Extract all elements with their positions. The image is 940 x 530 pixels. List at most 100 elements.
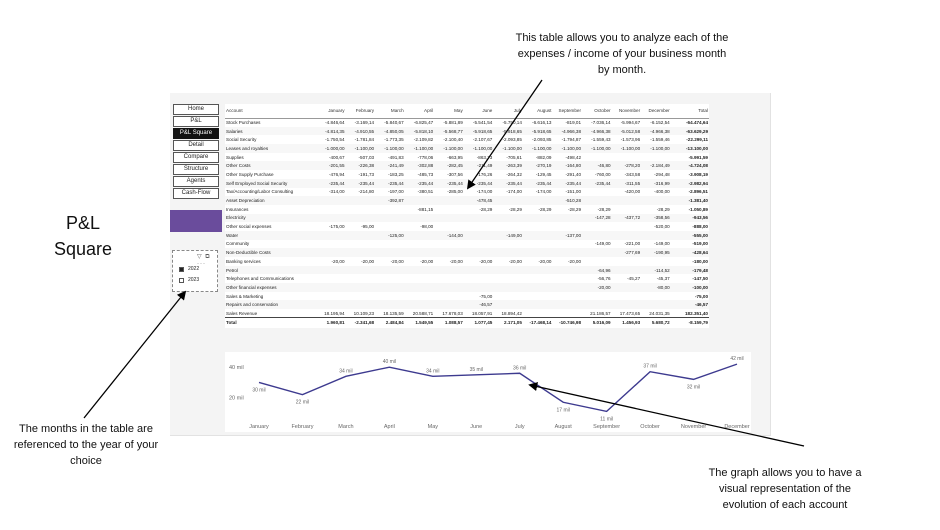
- value-cell: [552, 283, 583, 292]
- nav-button-agents[interactable]: Agents: [173, 176, 219, 187]
- value-cell: [404, 248, 435, 257]
- column-header[interactable]: September: [552, 104, 583, 119]
- value-cell: [346, 205, 376, 214]
- value-cell: -13.100,00: [670, 144, 709, 153]
- value-cell: -778,06: [417, 154, 434, 160]
- value-cell: -1.773,35: [384, 137, 404, 143]
- column-header[interactable]: Total: [670, 104, 709, 119]
- value-cell: -98,00: [420, 224, 434, 230]
- value-cell: -4.846,64: [325, 120, 345, 126]
- table-row: Community -149,00 -221,00 -149,00 -519,00: [225, 240, 709, 249]
- x-tick-label: January: [249, 424, 269, 430]
- account-cell: Leases and royalties: [225, 144, 316, 153]
- value-cell: -1.100,00: [641, 144, 671, 153]
- column-header[interactable]: April: [404, 104, 435, 119]
- value-cell: [493, 283, 523, 292]
- nav-button-detail[interactable]: Detail: [173, 140, 219, 151]
- account-cell: Petrol: [225, 265, 316, 275]
- value-cell: [315, 283, 346, 292]
- value-cell: [641, 196, 671, 205]
- column-header[interactable]: June: [463, 104, 494, 119]
- value-cell: -149,00: [493, 230, 523, 240]
- account-cell: Social Security: [226, 137, 257, 143]
- value-cell: [464, 274, 494, 283]
- table-header-row: Account January February March April May June J…: [225, 104, 709, 119]
- value-cell: -149,00: [654, 241, 670, 247]
- x-tick-label: April: [384, 424, 395, 430]
- value-cell: -191,73: [358, 171, 375, 177]
- value-cell: [375, 283, 405, 292]
- value-cell: -180,00: [692, 258, 708, 264]
- data-label: 34 mil: [426, 368, 439, 374]
- value-cell: -125,00: [375, 230, 405, 240]
- nav-button-p-l-square[interactable]: P&L Square: [173, 128, 219, 139]
- value-cell: -8.159,79: [670, 317, 709, 327]
- value-cell: [375, 213, 405, 223]
- column-header[interactable]: Account: [225, 104, 316, 119]
- value-cell: [375, 205, 405, 214]
- value-cell: -5.568,77: [434, 126, 464, 136]
- value-cell: -20,00: [582, 283, 612, 292]
- value-cell: -235,44: [552, 178, 583, 188]
- column-header[interactable]: May: [434, 104, 464, 119]
- value-cell: -2.093,85: [532, 137, 552, 143]
- value-cell: [434, 205, 464, 214]
- slicer-toolbar-icons[interactable]: ▽ ⧉ ···: [197, 254, 211, 267]
- value-cell: [463, 283, 494, 292]
- value-cell: [552, 309, 582, 318]
- nav-button-structure[interactable]: Structure: [173, 164, 219, 175]
- annotation-table: This table allows you to analyze each of…: [515, 32, 729, 76]
- value-cell: -95,00: [361, 224, 375, 230]
- value-cell: [404, 213, 435, 223]
- value-cell: [315, 300, 346, 310]
- value-cell: -5.918,65: [493, 126, 523, 136]
- nav-button-cash-flow[interactable]: Cash-Flow: [173, 188, 219, 199]
- nav-button-compare[interactable]: Compare: [173, 152, 219, 163]
- x-tick-label: February: [291, 424, 313, 430]
- data-label: 35 mil: [470, 367, 483, 373]
- column-header[interactable]: November: [611, 104, 642, 119]
- value-cell: -235,44: [345, 178, 376, 188]
- value-cell: -4.814,35: [315, 126, 346, 136]
- checkbox-icon[interactable]: [179, 267, 184, 272]
- value-cell: -437,72: [611, 213, 642, 223]
- value-cell: -1.050,89: [688, 206, 708, 212]
- value-cell: -3.169,14: [354, 120, 375, 126]
- value-cell: 1.088,57: [434, 317, 464, 327]
- nav-button-home[interactable]: Home: [173, 104, 219, 115]
- slicer-option-2023[interactable]: 2023: [179, 277, 199, 284]
- column-header[interactable]: July: [493, 104, 523, 119]
- value-cell: -28,29: [568, 206, 582, 212]
- value-cell: 18.894,42: [501, 310, 522, 316]
- slicer-option-2022[interactable]: 2022: [179, 266, 199, 273]
- value-cell: -64,96: [582, 265, 612, 275]
- value-cell: 20.588,71: [412, 310, 434, 316]
- pl-matrix-table: Account January February March April May June J…: [225, 104, 709, 328]
- y-tick-label: 40 mil: [229, 365, 244, 371]
- value-cell: -5.994,67: [620, 120, 641, 126]
- value-cell: -211,49: [463, 161, 494, 171]
- table-row: Sales & Marketing -75,00 -75,00: [225, 292, 709, 301]
- account-cell: Other financial expenses: [225, 283, 316, 292]
- value-cell: [375, 300, 405, 310]
- value-cell: [345, 300, 376, 310]
- value-cell: -400,67: [328, 154, 345, 160]
- value-cell: -190,95: [641, 248, 671, 257]
- value-cell: -1.100,00: [611, 144, 642, 153]
- value-cell: -5.818,10: [404, 126, 435, 136]
- column-header[interactable]: December: [641, 104, 671, 119]
- value-cell: [404, 196, 435, 205]
- column-header[interactable]: October: [582, 104, 612, 119]
- column-header[interactable]: January: [315, 104, 346, 119]
- value-cell: -175,00: [328, 224, 345, 230]
- checkbox-icon[interactable]: [179, 278, 184, 283]
- nav-button-p-l[interactable]: P&L: [173, 116, 219, 127]
- column-header[interactable]: March: [375, 104, 405, 119]
- value-cell: -10.746,98: [552, 317, 583, 327]
- value-cell: [315, 196, 346, 205]
- value-cell: [611, 196, 642, 205]
- value-cell: [315, 213, 346, 223]
- column-header[interactable]: February: [345, 104, 376, 119]
- column-header[interactable]: August: [522, 104, 553, 119]
- table-row: Asset Depreciation -392,87 -478,45 -510,28 -…: [225, 196, 709, 205]
